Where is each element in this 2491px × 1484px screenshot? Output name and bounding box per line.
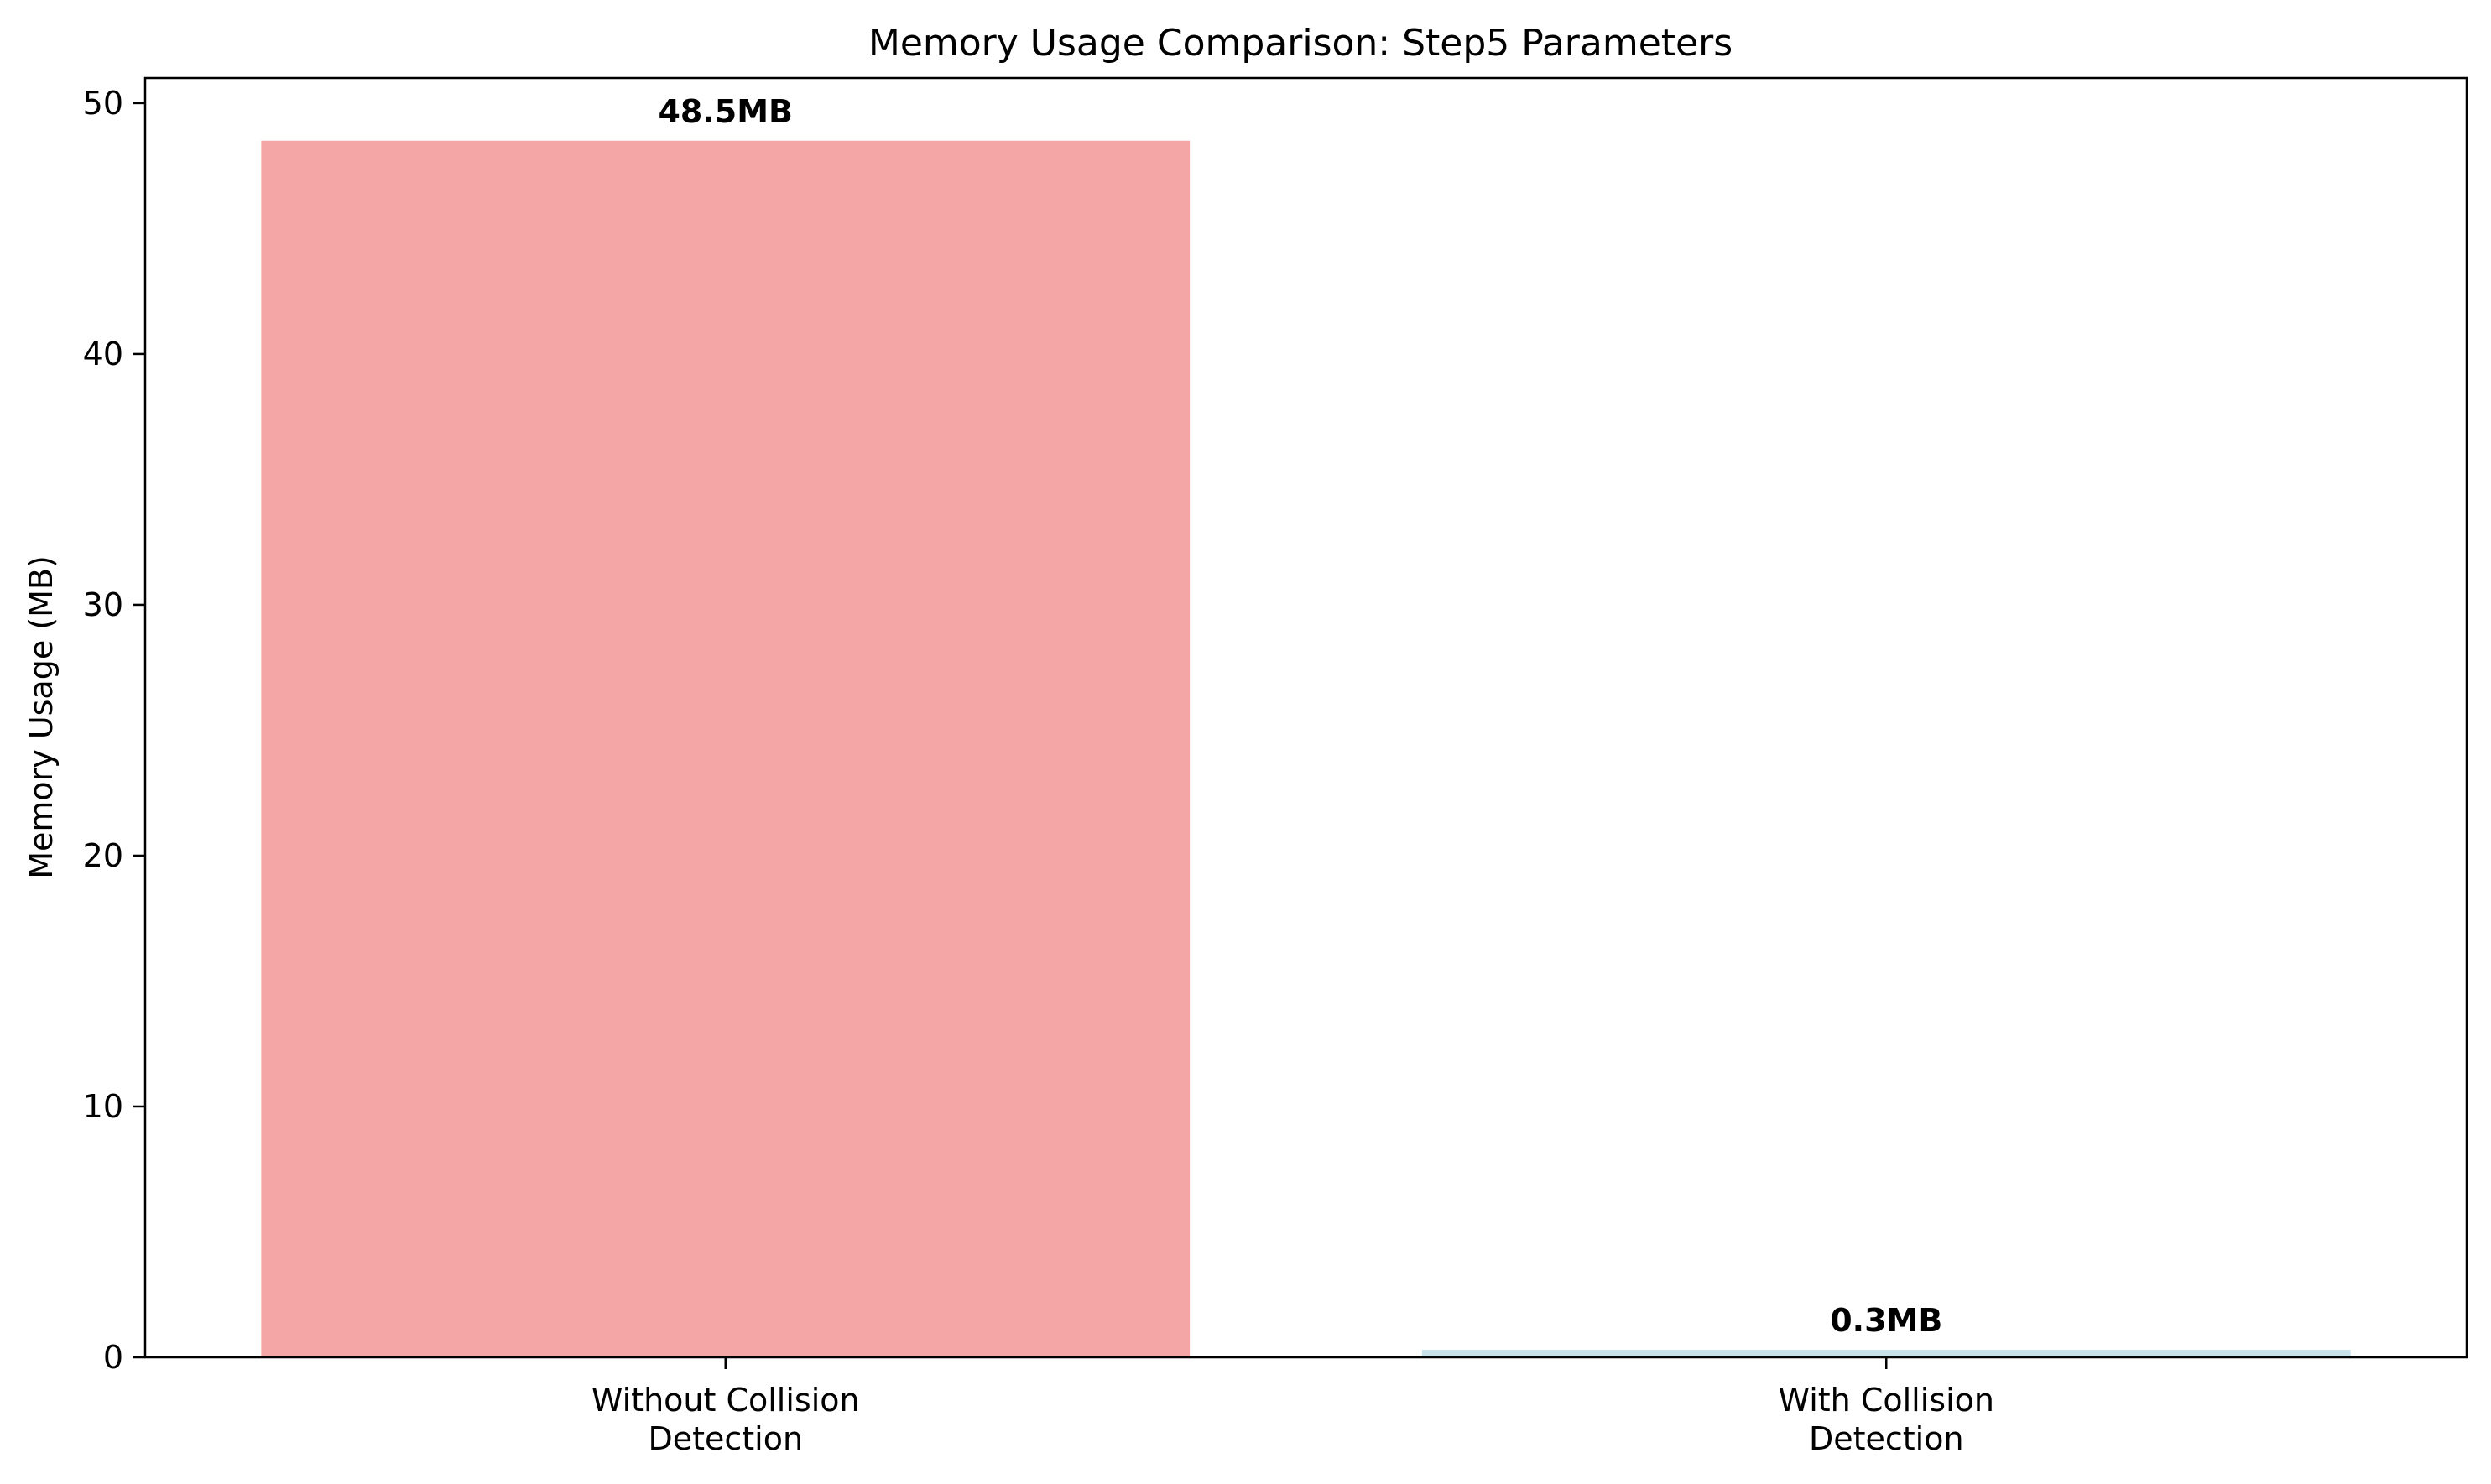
chart-title: Memory Usage Comparison: Step5 Parameter… [868, 22, 1733, 65]
y-tick-label-0: 0 [103, 1339, 123, 1376]
y-tick-label-4: 40 [83, 336, 123, 372]
y-tick-label-5: 50 [83, 85, 123, 122]
data-label-0: 48.5MB [658, 93, 793, 130]
x-tick-label-0-1: Detection [648, 1420, 803, 1457]
bar-0 [261, 140, 1191, 1358]
plot-area-frame [143, 76, 2468, 1359]
y-tick-label-1: 10 [83, 1088, 123, 1125]
y-tick-label-3: 30 [83, 586, 123, 623]
data-label-1: 0.3MB [1830, 1302, 1942, 1339]
x-tick-label-0-0: Without Collision [591, 1382, 860, 1419]
y-tick-label-2: 20 [83, 837, 123, 874]
bars-group [261, 140, 2351, 1358]
y-axis-label: Memory Usage (MB) [23, 555, 60, 879]
y-ticks-group: 0 10 20 30 40 50 [83, 85, 145, 1376]
bar-1 [1421, 1350, 2351, 1357]
x-tick-label-1-1: Detection [1809, 1420, 1964, 1457]
data-labels-group: 48.5MB 0.3MB [658, 93, 1942, 1339]
x-tick-label-1-0: With Collision [1778, 1382, 1994, 1419]
